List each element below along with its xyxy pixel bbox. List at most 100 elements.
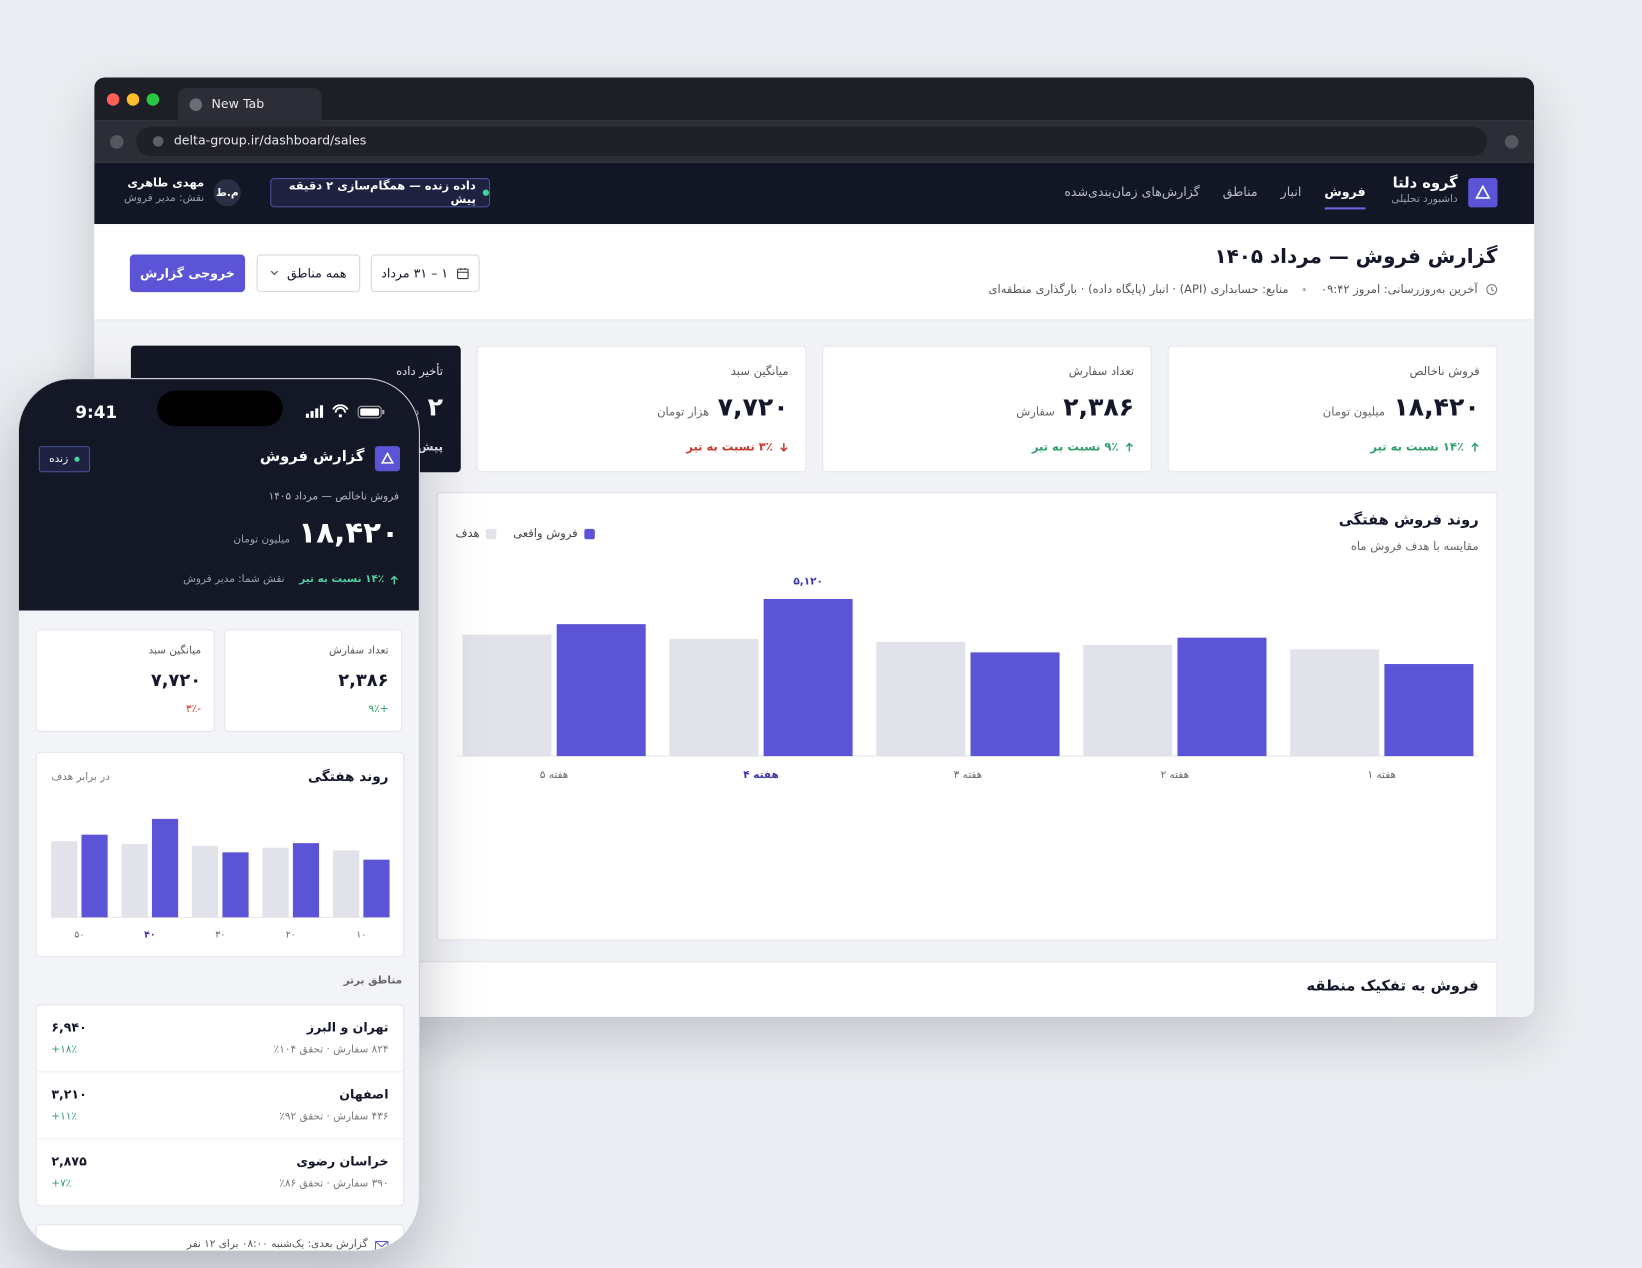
page-title: گزارش فروش — مرداد ۱۴۰۵: [1214, 245, 1498, 269]
zoom-button[interactable]: [146, 93, 160, 106]
hero-unit: میلیون تومان: [233, 534, 290, 546]
kpi-card: میانگین سبد ۷,۷۲۰ هزار تومان ۳٪ نسبت به ت…: [476, 345, 807, 473]
mini-value: ۲,۳۸۶: [338, 670, 389, 692]
kpi-label: تأخیر داده: [396, 364, 443, 379]
legend-swatch: [485, 528, 497, 539]
kpi-value: ۱۸,۴۲۰: [1393, 392, 1480, 423]
bar: [81, 834, 108, 918]
chart-plot: هفته ۱ هفته ۲ هفته ۳ ۵,۱۲۰ هفته ۴ هفته ۵: [456, 575, 1478, 781]
bar: [1083, 645, 1173, 757]
x-tick-label: ۳۰: [215, 930, 225, 941]
address-bar[interactable]: delta-group.ir/dashboard/sales: [136, 126, 1488, 157]
bar: [1177, 637, 1267, 757]
brand-name: گروه دلتا: [1392, 174, 1458, 192]
separator: [1303, 287, 1307, 292]
kpi-card: تعداد سفارش ۲,۳۸۶ سفارش ۹٪ نسبت به تیر: [822, 345, 1152, 473]
kpi-unit: هزار تومان: [657, 405, 710, 419]
address-row: delta-group.ir/dashboard/sales: [94, 120, 1535, 163]
nav-item[interactable]: گزارش‌های زمان‌بندی‌شده: [1064, 184, 1200, 199]
bar: [151, 818, 179, 918]
kpi-change-text: ۳٪ نسبت به تیر: [686, 439, 773, 454]
tab[interactable]: New Tab: [178, 87, 322, 121]
chart-card: روند فروش هفتگی مقایسه با هدف فروش ماه ف…: [436, 492, 1498, 941]
phone-title: گزارش فروش: [259, 448, 365, 465]
browser-window: New Tab delta-group.ir/dashboard/sales گ…: [94, 77, 1535, 1017]
bar: [1290, 649, 1380, 757]
date-range[interactable]: ۱ – ۳۱ مرداد: [370, 254, 480, 293]
user: مهدی طاهری نقش: مدیر فروش: [124, 176, 204, 204]
page-header: گزارش فروش — مرداد ۱۴۰۵ آخرین به‌روزرسان…: [94, 224, 1535, 321]
date-range-label: ۱ – ۳۱ مرداد: [381, 265, 449, 281]
mini-value: ۷,۷۲۰: [150, 670, 202, 692]
export-label: خروجی گزارش: [140, 265, 235, 281]
export-button[interactable]: خروجی گزارش: [129, 254, 246, 293]
chevron-icon: [270, 270, 279, 276]
menu-button[interactable]: [1504, 135, 1519, 149]
x-tick-label: هفته ۲: [1161, 769, 1190, 781]
region-filter[interactable]: همه مناطق: [256, 254, 361, 293]
kpi-change: پیش: [418, 440, 443, 454]
bar: [292, 843, 320, 918]
x-tick-label: ۲۰: [286, 930, 296, 941]
hero-change-text: ۱۴٪ نسبت به تیر: [299, 573, 385, 586]
kpi-change-text: پیش: [417, 439, 443, 454]
region-row: اصفهان ۴۳۶ سفارش · تحقق ۹۲٪ ۳,۲۱۰ +۱۱٪: [36, 1071, 404, 1138]
hero-foot: ۱۴٪ نسبت به تیر نقش شما: مدیر فروش: [183, 573, 399, 586]
kpi-change: ۱۴٪ نسبت به تیر: [1370, 440, 1479, 453]
kpi-value: ۷,۷۲۰: [717, 392, 789, 423]
nav-item[interactable]: انبار: [1280, 184, 1302, 199]
legend-label: هدف: [455, 526, 480, 541]
value-label: ۵,۱۲۰: [793, 575, 823, 587]
mini-card: تعداد سفارش ۲,۳۸۶ +۹٪: [224, 629, 403, 732]
minimize-button[interactable]: [126, 93, 140, 106]
region-row: خراسان رضوی ۳۹۰ سفارش · تحقق ۸۶٪ ۲,۸۷۵ +۷٪: [36, 1138, 404, 1205]
live-badge: زنده: [38, 446, 91, 473]
app-nav: گروه دلتا داشبورد تحلیلی فروش انبار مناطق گ…: [94, 162, 1535, 225]
nav-item[interactable]: مناطق: [1222, 184, 1258, 199]
mini-change: +۹٪: [368, 703, 389, 716]
avatar[interactable]: م.ط: [213, 179, 241, 207]
kpi-label: میانگین سبد: [730, 364, 789, 379]
x-tick-label: ۱۰: [356, 930, 366, 941]
chart-subtitle: در برابر هدف: [51, 771, 110, 784]
region-value: ۲,۸۷۵: [51, 1154, 87, 1169]
chart-subtitle: مقایسه با هدف فروش ماه: [1350, 539, 1479, 553]
trend-arrow: [1471, 441, 1479, 451]
legend-item: هدف: [455, 526, 497, 541]
clock-icon: [1486, 284, 1498, 295]
x-tick-label: هفته ۳: [954, 769, 983, 781]
chart-title: روند فروش هفتگی: [1338, 512, 1479, 529]
phone-logo: [374, 446, 401, 472]
kpi-change: ۳٪ نسبت به تیر: [686, 439, 788, 454]
brand: گروه دلتا داشبورد تحلیلی: [1391, 175, 1457, 205]
x-tick-label: هفته ۵: [540, 769, 569, 781]
kpi-unit: سفارش: [1016, 405, 1055, 419]
site-icon: [152, 136, 164, 147]
region-name: اصفهان: [339, 1086, 389, 1102]
bar: [1384, 664, 1474, 757]
kpi-value: ۲,۳۸۶: [1063, 392, 1135, 423]
x-tick-label: ۴۰: [144, 930, 155, 941]
region-name: خراسان رضوی: [296, 1154, 389, 1169]
close-button[interactable]: [106, 93, 120, 106]
x-tick-label: هفته ۴: [743, 769, 778, 781]
kpi-card: فروش ناخالص ۱۸,۴۲۰ میلیون تومان ۱۴٪ نسبت …: [1167, 345, 1498, 473]
bar: [363, 859, 390, 918]
bar: [970, 652, 1060, 757]
section-title: فروش به تفکیک منطقه: [1306, 978, 1479, 995]
bar: [333, 850, 360, 918]
brand-logo[interactable]: [1468, 178, 1498, 208]
back-button[interactable]: [109, 135, 124, 149]
bar: [222, 852, 249, 918]
x-tick-label: ۵۰: [74, 930, 84, 941]
hero-value: ۱۸,۴۲۰: [298, 515, 399, 550]
next-report: گزارش بعدی: یک‌شنبه ۰۸:۰۰ برای ۱۲ نفر: [35, 1224, 405, 1251]
kpi-change: ۹٪ نسبت به تیر: [1032, 440, 1134, 453]
mail-icon: [374, 1240, 389, 1251]
trend-arrow: [780, 442, 788, 452]
x-tick-label: هفته ۱: [1368, 769, 1397, 781]
nav-item[interactable]: فروش: [1324, 184, 1366, 210]
bar: [51, 841, 78, 918]
region-name: تهران و البرز: [306, 1019, 389, 1035]
